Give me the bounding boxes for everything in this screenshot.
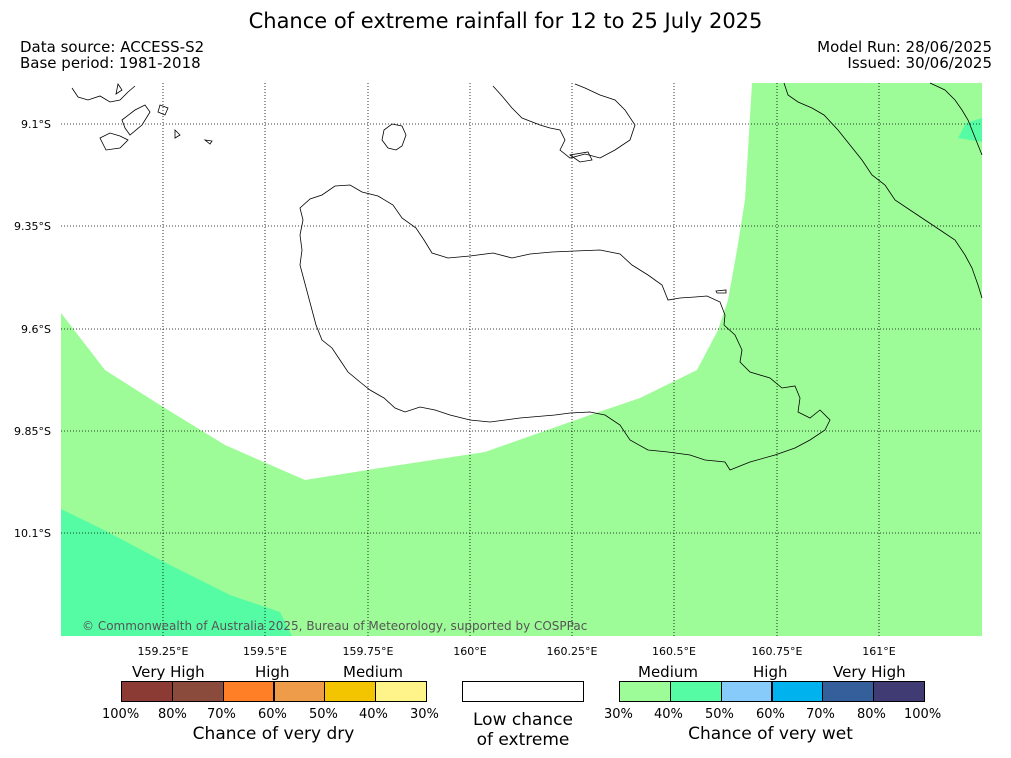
- wet-tick: 80%: [857, 707, 886, 722]
- graticule: [61, 83, 982, 636]
- wet-swatch: [873, 681, 925, 702]
- wet-swatch: [720, 681, 773, 702]
- base-period-label: Base period: 1981-2018: [20, 54, 201, 72]
- lon-label: 160.75°E: [752, 645, 803, 658]
- island-savo-coastline: [381, 123, 407, 151]
- guadalcanal-coastline: [299, 184, 831, 471]
- wet-tick: 70%: [806, 707, 835, 722]
- wet-swatch: [771, 681, 824, 702]
- wet-tick: 60%: [756, 707, 785, 722]
- lon-label: 159.75°E: [343, 645, 394, 658]
- wet-tick: 30%: [604, 707, 633, 722]
- dry-swatch: [121, 681, 173, 702]
- data-source-label: Data source: ACCESS-S2: [20, 38, 205, 56]
- dry-tick: 40%: [359, 707, 388, 722]
- lon-label: 160°E: [453, 645, 486, 658]
- malaita-east-coastline: [929, 82, 983, 156]
- wet-category-very-high: Very High: [833, 663, 906, 681]
- dry-swatch: [324, 681, 377, 702]
- lon-label: 159.5°E: [243, 645, 287, 658]
- wet-category-medium: Medium: [638, 663, 698, 681]
- issued-label: Issued: 30/06/2025: [847, 54, 992, 72]
- latitude-labels: 9.1°S 9.35°S 9.6°S 9.85°S 10.1°S: [14, 118, 51, 540]
- wet-30-40-region: [61, 83, 982, 636]
- wet-caption: Chance of very wet: [688, 724, 853, 744]
- wet-category-high: High: [753, 663, 788, 681]
- coastlines: [71, 82, 983, 471]
- lon-label: 160.5°E: [652, 645, 696, 658]
- map-title: Chance of extreme rainfall for 12 to 25 …: [248, 9, 763, 33]
- dry-swatch: [375, 681, 427, 702]
- islet-east-coastline: [715, 289, 727, 294]
- dry-tick: 70%: [207, 707, 236, 722]
- dry-swatch: [273, 681, 326, 702]
- dry-tick: 30%: [410, 707, 439, 722]
- wet-tick: 100%: [904, 707, 942, 722]
- wet-tick: 50%: [705, 707, 734, 722]
- low-chance-caption-line2: of extreme: [476, 730, 570, 750]
- dry-category-high: High: [255, 663, 290, 681]
- dry-tick: 100%: [102, 707, 140, 722]
- dry-tick: 60%: [258, 707, 287, 722]
- nggela-islands-coastline: [492, 83, 636, 163]
- lat-label: 9.1°S: [21, 118, 51, 131]
- wet-swatch: [669, 681, 722, 702]
- low-chance-caption-line1: Low chance: [473, 710, 573, 730]
- wet-40-50-region-southwest: [61, 509, 292, 636]
- longitude-labels: 159.25°E 159.5°E 159.75°E 160°E 160.25°E…: [138, 645, 896, 658]
- dry-category-very-high: Very High: [132, 663, 205, 681]
- wet-tick: 40%: [654, 707, 683, 722]
- model-run-label: Model Run: 28/06/2025: [817, 38, 992, 56]
- lon-label: 159.25°E: [138, 645, 189, 658]
- lat-label: 9.85°S: [14, 425, 51, 438]
- wet-swatch: [822, 681, 875, 702]
- copyright-notice: © Commonwealth of Australia 2025, Bureau…: [82, 619, 588, 633]
- malaita-coastline: [783, 82, 983, 299]
- dry-tick: 50%: [309, 707, 338, 722]
- lon-label: 160.25°E: [547, 645, 598, 658]
- dry-caption: Chance of very dry: [192, 724, 355, 744]
- florida-islands-west-coastline: [71, 82, 213, 151]
- lat-label: 10.1°S: [14, 527, 51, 540]
- dry-category-medium: Medium: [343, 663, 403, 681]
- lon-label: 161°E: [862, 645, 895, 658]
- dry-swatch: [222, 681, 275, 702]
- low-chance-swatch: [462, 681, 584, 702]
- dry-tick: 80%: [158, 707, 187, 722]
- dry-swatch: [171, 681, 224, 702]
- lat-label: 9.6°S: [21, 323, 51, 336]
- wet-swatch: [619, 681, 671, 702]
- lat-label: 9.35°S: [14, 220, 51, 233]
